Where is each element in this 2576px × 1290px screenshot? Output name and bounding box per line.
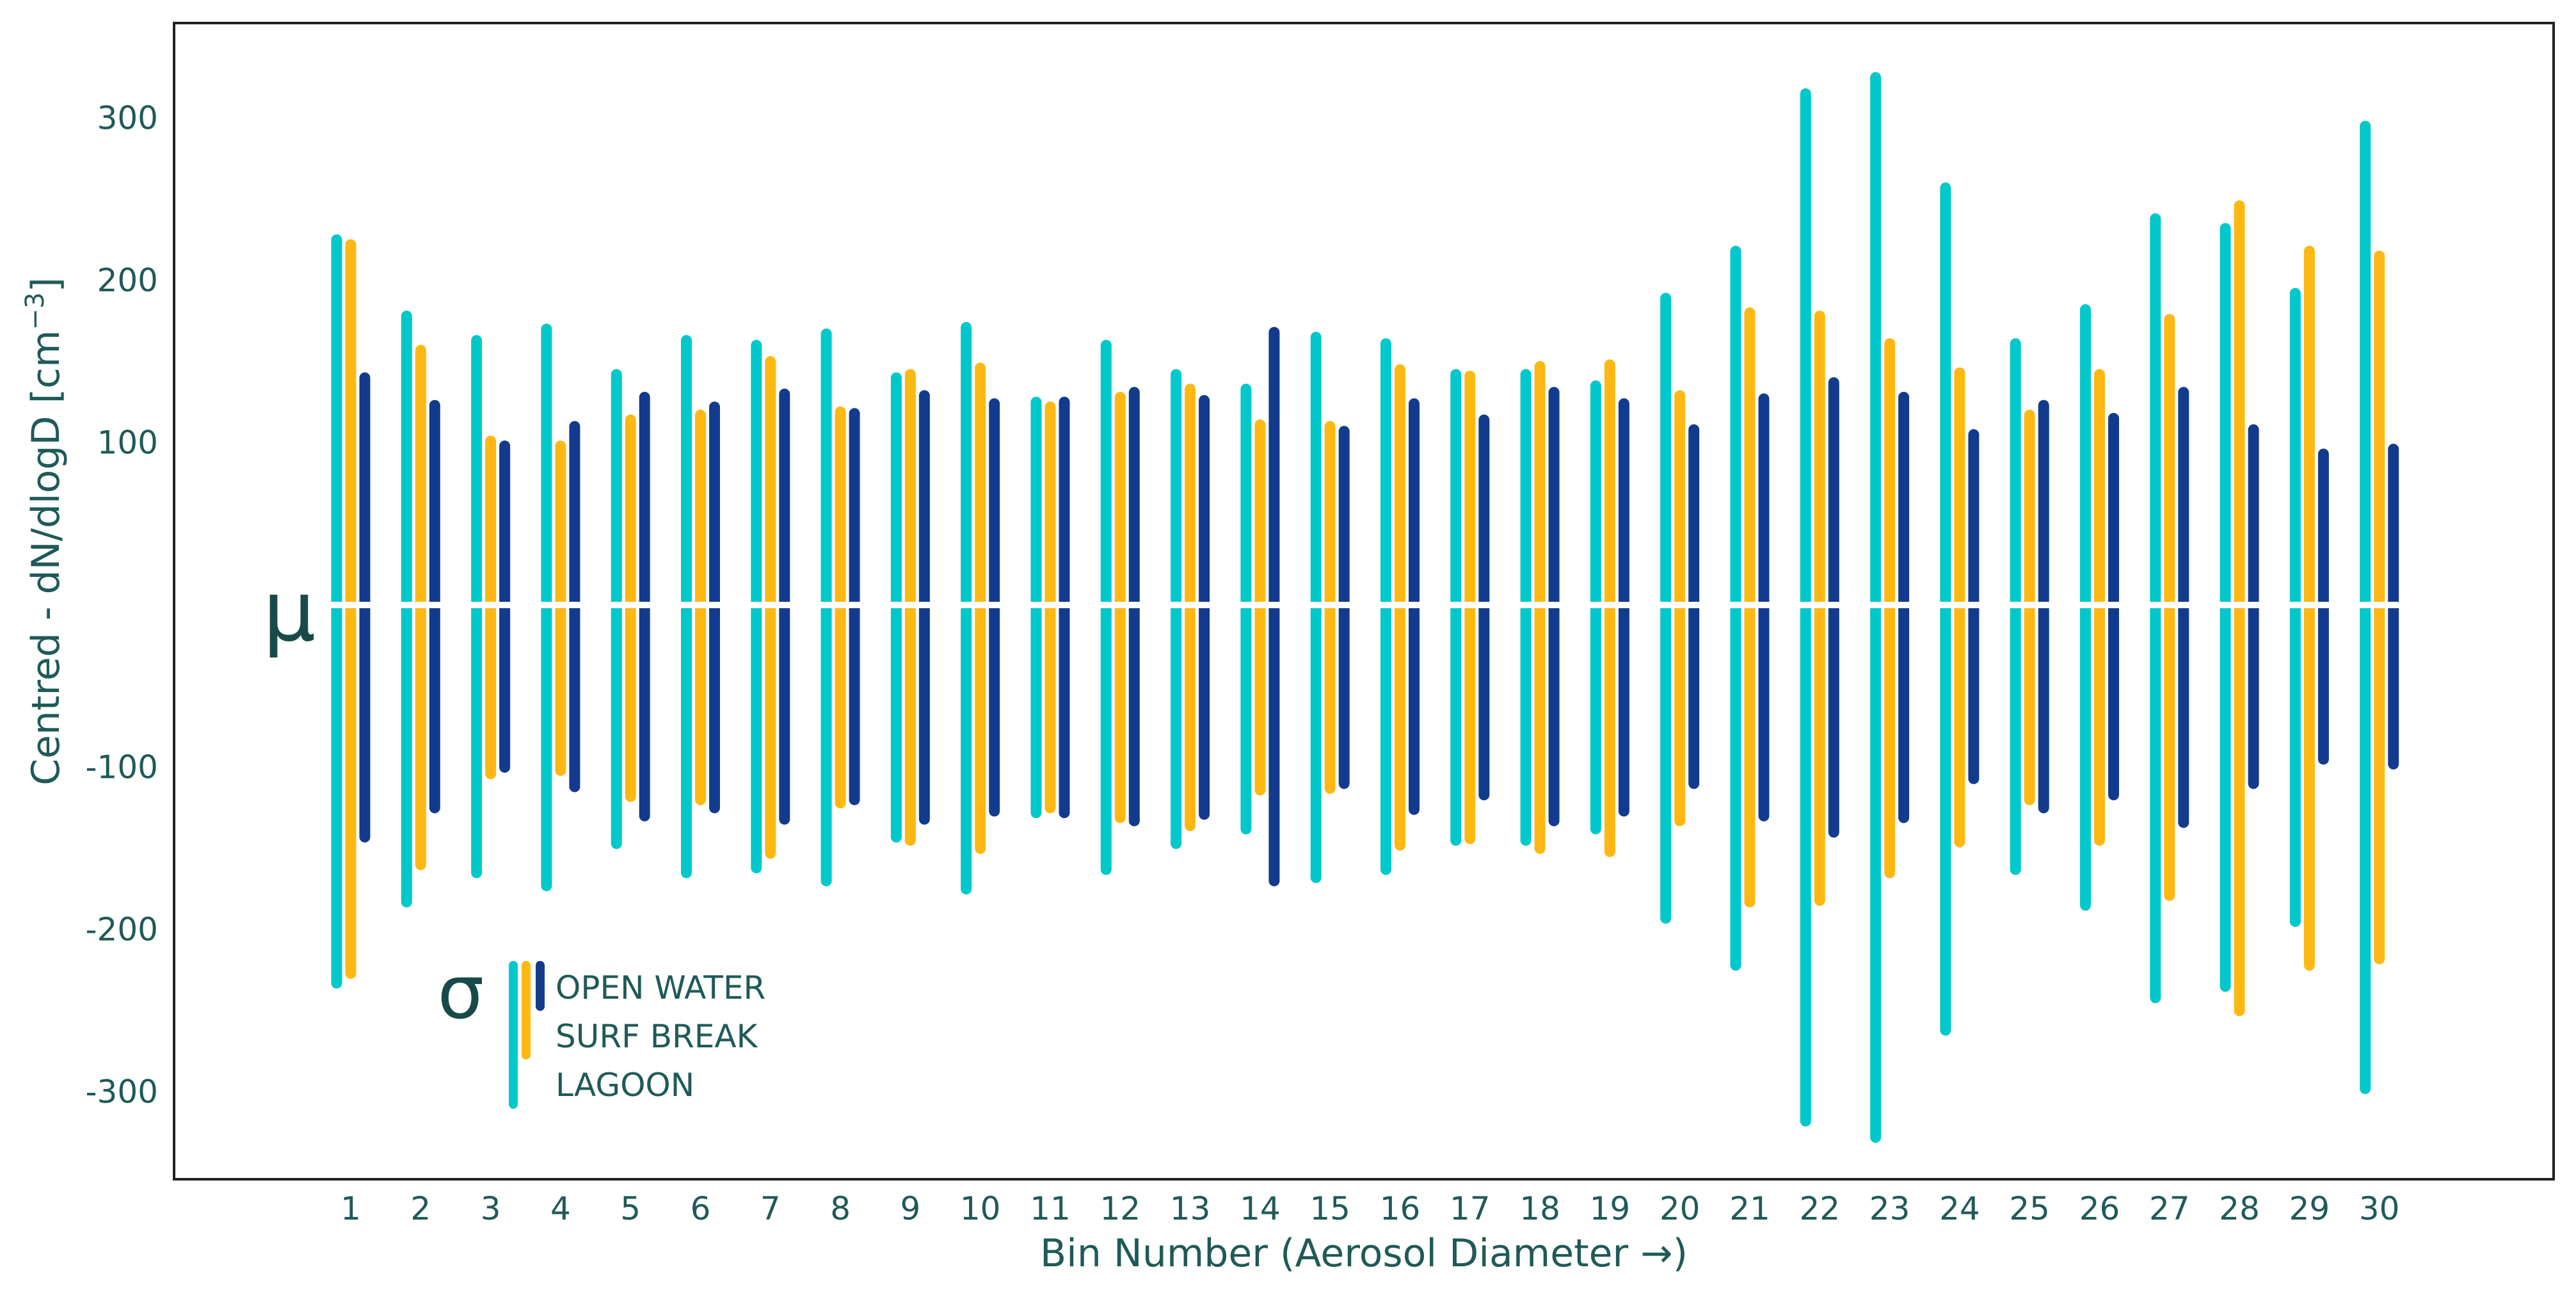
x-tick-label: 4 bbox=[550, 1190, 571, 1227]
x-tick-label: 14 bbox=[1240, 1190, 1281, 1227]
x-tick-label: 3 bbox=[481, 1190, 501, 1227]
x-tick-label: 1 bbox=[340, 1190, 361, 1227]
x-tick-label: 17 bbox=[1450, 1190, 1491, 1227]
x-tick-label: 26 bbox=[2079, 1190, 2120, 1227]
x-tick-label: 19 bbox=[1590, 1190, 1631, 1227]
y-tick-label: -100 bbox=[86, 749, 158, 786]
x-tick-label: 24 bbox=[1939, 1190, 1980, 1227]
y-tick-label: 100 bbox=[97, 424, 158, 462]
legend-label-open-water: OPEN WATER bbox=[556, 969, 765, 1006]
x-tick-label: 9 bbox=[900, 1190, 920, 1227]
y-tick-label: -200 bbox=[86, 911, 158, 948]
x-tick-label: 28 bbox=[2219, 1190, 2260, 1227]
legend-label-surf-break: SURF BREAK bbox=[556, 1018, 758, 1055]
x-tick-label: 21 bbox=[1729, 1190, 1770, 1227]
x-tick-label: 30 bbox=[2359, 1190, 2400, 1227]
x-tick-label: 10 bbox=[960, 1190, 1001, 1227]
x-tick-label: 22 bbox=[1799, 1190, 1840, 1227]
x-tick-label: 5 bbox=[620, 1190, 641, 1227]
x-tick-layer: 1 2 3 4 5 6 7 8 9 10 11 12 13 14 15 16 17 18 19 20 21 22 23 24 2… bbox=[340, 1190, 2399, 1227]
legend-label-lagoon: LAGOON bbox=[556, 1067, 694, 1104]
legend: σ OPEN WATER SURF BREAK LAGOON bbox=[438, 950, 765, 1109]
x-tick-label: 25 bbox=[2009, 1190, 2050, 1227]
y-axis-title: Centred - dN/dlogD [cm−3] bbox=[20, 277, 68, 786]
mean-symbol: μ bbox=[263, 563, 316, 660]
y-tick-layer: 300 200 100 -100 -200 -300 bbox=[86, 100, 158, 1111]
y-tick-label: 200 bbox=[97, 262, 158, 299]
y-axis-title-main: Centred - dN/dlogD [cm bbox=[24, 330, 68, 786]
x-tick-label: 12 bbox=[1100, 1190, 1140, 1227]
x-axis-title: Bin Number (Aerosol Diameter →) bbox=[1040, 1231, 1688, 1276]
x-tick-label: 11 bbox=[1030, 1190, 1071, 1227]
y-tick-label: -300 bbox=[86, 1074, 158, 1111]
y-axis-title-close: ] bbox=[24, 277, 68, 292]
x-tick-label: 20 bbox=[1660, 1190, 1700, 1227]
x-tick-label: 8 bbox=[830, 1190, 851, 1227]
x-tick-label: 6 bbox=[691, 1190, 711, 1227]
x-tick-label: 13 bbox=[1170, 1190, 1211, 1227]
x-tick-label: 16 bbox=[1380, 1190, 1421, 1227]
x-tick-label: 2 bbox=[410, 1190, 431, 1227]
x-tick-label: 18 bbox=[1519, 1190, 1560, 1227]
sigma-symbol: σ bbox=[438, 950, 484, 1036]
x-tick-label: 7 bbox=[760, 1190, 781, 1227]
x-tick-label: 27 bbox=[2149, 1190, 2190, 1227]
x-tick-label: 29 bbox=[2289, 1190, 2330, 1227]
x-tick-label: 23 bbox=[1869, 1190, 1910, 1227]
plot-frame bbox=[173, 22, 2555, 1181]
y-axis-title-superscript: −3 bbox=[20, 293, 50, 330]
x-tick-label: 15 bbox=[1309, 1190, 1350, 1227]
y-tick-label: 300 bbox=[97, 100, 158, 137]
